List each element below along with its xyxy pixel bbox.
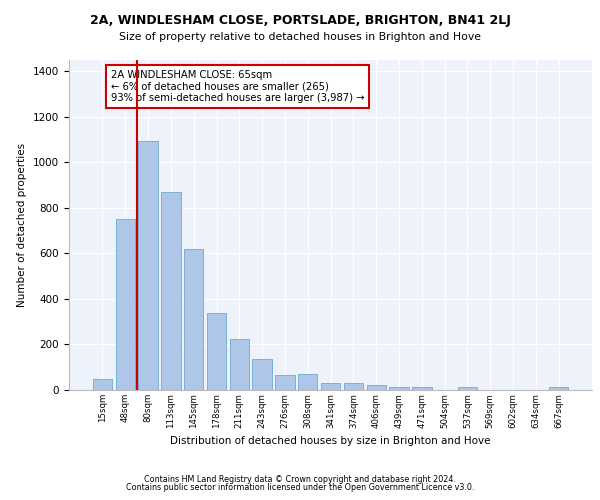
Bar (161, 192, 181, 390)
X-axis label: Distribution of detached houses by size in Brighton and Hove: Distribution of detached houses by size … (170, 436, 491, 446)
Bar (298, 374, 317, 390)
Text: Size of property relative to detached houses in Brighton and Hove: Size of property relative to detached ho… (119, 32, 481, 42)
Bar (93, 378, 112, 390)
Bar (275, 375, 295, 390)
Bar (458, 388, 477, 390)
Bar (549, 388, 568, 390)
Bar (253, 360, 272, 390)
Bar (207, 312, 226, 390)
Bar (344, 382, 363, 390)
Bar (230, 340, 249, 390)
Text: Contains public sector information licensed under the Open Government Licence v3: Contains public sector information licen… (126, 484, 474, 492)
Bar (367, 385, 386, 390)
Bar (321, 383, 340, 390)
Text: 2A WINDLESHAM CLOSE: 65sqm
← 6% of detached houses are smaller (265)
93% of semi: 2A WINDLESHAM CLOSE: 65sqm ← 6% of detac… (111, 70, 364, 103)
Bar (139, 141, 158, 390)
Bar (184, 249, 203, 390)
Text: 2A, WINDLESHAM CLOSE, PORTSLADE, BRIGHTON, BN41 2LJ: 2A, WINDLESHAM CLOSE, PORTSLADE, BRIGHTO… (89, 14, 511, 27)
Bar (116, 220, 135, 390)
Text: Contains HM Land Registry data © Crown copyright and database right 2024.: Contains HM Land Registry data © Crown c… (144, 474, 456, 484)
Y-axis label: Number of detached properties: Number of detached properties (17, 143, 28, 307)
Bar (412, 386, 431, 390)
Bar (389, 386, 409, 390)
